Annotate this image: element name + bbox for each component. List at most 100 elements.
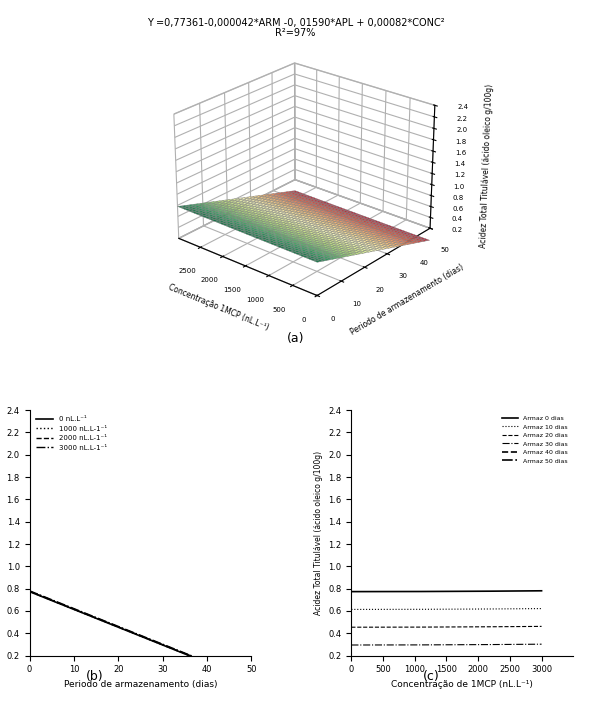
0 nL.L⁻¹ [85,611,92,620]
Armaz 50 dias [348,676,355,685]
Armaz 0 dias [383,587,390,596]
Armaz 50 dias [522,675,529,684]
Armaz 40 dias [359,658,366,667]
Y-axis label: Acidez Total Titulável (ácido oleico g/100g): Acidez Total Titulável (ácido oleico g/1… [314,450,323,615]
Armaz 0 dias [398,587,405,596]
Text: (c): (c) [423,670,440,683]
Armaz 10 dias [355,605,362,613]
Armaz 40 dias [398,658,405,667]
2000 nL.L-1⁻¹ [229,668,236,677]
1000 nL.L-1⁻¹ [237,672,244,680]
1000 nL.L-1⁻¹ [248,676,255,685]
Text: R²=97%: R²=97% [275,28,316,38]
Line: Armaz 20 dias: Armaz 20 dias [351,626,541,627]
Armaz 0 dias [355,587,362,596]
Armaz 0 dias [359,587,366,596]
Armaz 40 dias [383,658,390,667]
1000 nL.L-1⁻¹ [229,668,236,677]
Armaz 0 dias [528,587,535,595]
Legend: 0 nL.L⁻¹, 1000 nL.L-1⁻¹, 2000 nL.L-1⁻¹, 3000 nL.L-1⁻¹: 0 nL.L⁻¹, 1000 nL.L-1⁻¹, 2000 nL.L-1⁻¹, … [33,414,109,453]
1000 nL.L-1⁻¹ [40,593,47,601]
2000 nL.L-1⁻¹ [40,592,47,601]
3000 nL.L-1⁻¹ [229,668,236,676]
2000 nL.L-1⁻¹ [67,603,74,612]
Armaz 20 dias [355,623,362,632]
2000 nL.L-1⁻¹ [237,672,244,680]
Armaz 50 dias [359,676,366,685]
Armaz 30 dias [538,640,545,649]
X-axis label: Concentração de 1MCP (nL.L⁻¹): Concentração de 1MCP (nL.L⁻¹) [391,680,533,689]
Line: Armaz 30 dias: Armaz 30 dias [351,644,541,645]
Legend: Armaz 0 dias, Armaz 10 dias, Armaz 20 dias, Armaz 30 dias, Armaz 40 dias, Armaz : Armaz 0 dias, Armaz 10 dias, Armaz 20 di… [500,413,570,466]
Line: 1000 nL.L-1⁻¹: 1000 nL.L-1⁻¹ [30,591,252,680]
Text: Y =0,77361-0,000042*ARM -0, 01590*APL + 0,00082*CONC²: Y =0,77361-0,000042*ARM -0, 01590*APL + … [147,18,444,27]
3000 nL.L-1⁻¹ [35,590,42,599]
Armaz 20 dias [359,623,366,632]
Armaz 20 dias [348,623,355,632]
Armaz 10 dias [359,605,366,613]
Y-axis label: Acidez Total Titulável (ácido oleico g/100g): Acidez Total Titulável (ácido oleico g/1… [0,450,1,615]
2000 nL.L-1⁻¹ [26,587,33,596]
Armaz 10 dias [383,605,390,613]
1000 nL.L-1⁻¹ [85,611,92,620]
0 nL.L⁻¹ [35,591,42,599]
Armaz 40 dias [522,658,529,666]
Armaz 20 dias [538,622,545,630]
X-axis label: Periodo de armazenamento (dias): Periodo de armazenamento (dias) [64,680,217,689]
Armaz 10 dias [348,605,355,613]
Line: 2000 nL.L-1⁻¹: 2000 nL.L-1⁻¹ [30,591,252,680]
3000 nL.L-1⁻¹ [67,603,74,611]
Line: Armaz 40 dias: Armaz 40 dias [351,662,541,663]
Armaz 10 dias [528,604,535,613]
Armaz 30 dias [348,641,355,649]
Armaz 50 dias [398,676,405,685]
0 nL.L⁻¹ [237,672,244,680]
Text: (a): (a) [287,332,304,345]
Text: (b): (b) [86,670,103,683]
Armaz 30 dias [528,640,535,649]
0 nL.L⁻¹ [229,669,236,678]
Armaz 30 dias [355,641,362,649]
Armaz 30 dias [398,641,405,649]
3000 nL.L-1⁻¹ [248,675,255,684]
2000 nL.L-1⁻¹ [35,591,42,599]
1000 nL.L-1⁻¹ [35,591,42,599]
Line: 3000 nL.L-1⁻¹: 3000 nL.L-1⁻¹ [30,591,252,680]
Armaz 10 dias [538,604,545,613]
1000 nL.L-1⁻¹ [67,604,74,613]
X-axis label: Concentração 1MCP (nL.L⁻¹): Concentração 1MCP (nL.L⁻¹) [167,283,270,333]
2000 nL.L-1⁻¹ [248,676,255,685]
Armaz 20 dias [383,623,390,632]
Armaz 30 dias [383,641,390,649]
Armaz 20 dias [522,623,529,631]
1000 nL.L-1⁻¹ [26,587,33,596]
Armaz 0 dias [538,587,545,595]
Armaz 0 dias [348,587,355,596]
Armaz 40 dias [355,658,362,667]
Armaz 40 dias [348,658,355,667]
Line: 0 nL.L⁻¹: 0 nL.L⁻¹ [30,591,252,680]
Armaz 0 dias [522,587,529,595]
2000 nL.L-1⁻¹ [85,611,92,619]
Armaz 20 dias [398,623,405,632]
Armaz 50 dias [528,675,535,684]
Armaz 20 dias [528,623,535,631]
0 nL.L⁻¹ [248,676,255,685]
Y-axis label: Periodo de armazenamento (dias): Periodo de armazenamento (dias) [349,262,466,337]
Armaz 50 dias [383,676,390,685]
Armaz 30 dias [522,640,529,649]
3000 nL.L-1⁻¹ [40,592,47,601]
0 nL.L⁻¹ [67,604,74,613]
Line: Armaz 10 dias: Armaz 10 dias [351,608,541,609]
Armaz 50 dias [538,675,545,684]
Armaz 40 dias [538,658,545,666]
Armaz 10 dias [398,605,405,613]
3000 nL.L-1⁻¹ [237,671,244,680]
3000 nL.L-1⁻¹ [85,611,92,619]
Armaz 50 dias [355,676,362,685]
Armaz 40 dias [528,658,535,666]
0 nL.L⁻¹ [26,587,33,596]
Armaz 10 dias [522,604,529,613]
3000 nL.L-1⁻¹ [26,587,33,595]
0 nL.L⁻¹ [40,593,47,601]
